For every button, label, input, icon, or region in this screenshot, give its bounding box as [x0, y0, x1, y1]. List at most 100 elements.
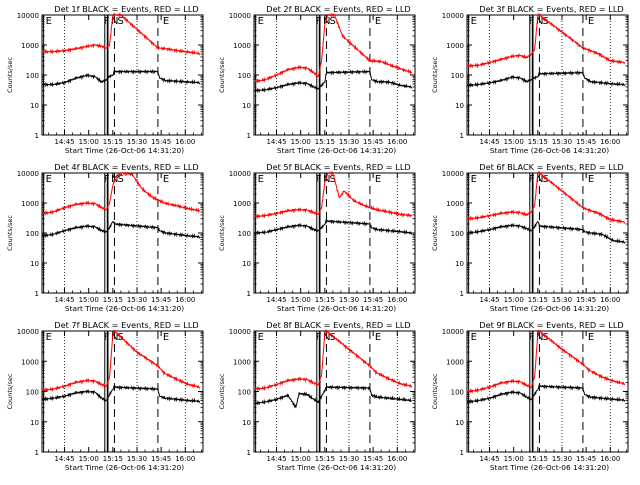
panel-det-9f: Det 9f BLACK = Events, RED = LLD Counts/s…: [431, 320, 629, 472]
y-tick-label: 10: [242, 260, 251, 268]
series-lld-line: [466, 329, 626, 394]
panel-title: Det 7f BLACK = Events, RED = LLD: [54, 320, 198, 330]
y-tick-label: 10000: [442, 12, 464, 20]
x-tick-label: 15:15: [103, 296, 123, 304]
x-tick-label: 14:45: [479, 455, 499, 463]
x-tick-label: 15:00: [291, 138, 311, 146]
x-tick-label: 15:00: [504, 296, 524, 304]
series-lld-line: [41, 12, 201, 56]
x-tick-label: 15:45: [363, 138, 383, 146]
y-tick-label: 100: [26, 230, 39, 238]
panel-det-5f: Det 5f BLACK = Events, RED = LLD Counts/s…: [218, 162, 416, 313]
x-tick-label: 16:00: [387, 138, 407, 146]
panel-det-7f: Det 7f BLACK = Events, RED = LLD Counts/s…: [6, 320, 204, 472]
x-tick-label: 15:15: [315, 296, 335, 304]
marker-label: E: [471, 174, 477, 185]
marker-label: S: [329, 16, 335, 27]
marker-label: S: [542, 332, 548, 343]
x-axis-label: Start Time (26-Oct-06 14:31:20): [65, 304, 184, 313]
y-axis-label: Counts/sec: [431, 373, 439, 409]
x-axis-label: Start Time (26-Oct-06 14:31:20): [277, 146, 396, 155]
y-tick-label: 1: [247, 449, 251, 457]
y-tick-label: 10000: [229, 170, 251, 178]
series-lld-line: [253, 170, 413, 220]
y-tick-label: 100: [451, 72, 464, 80]
x-tick-label: 15:15: [528, 455, 548, 463]
y-tick-label: 10: [30, 102, 39, 110]
marker-label: F: [529, 16, 535, 27]
y-tick-label: 1: [35, 132, 39, 140]
panel-title: Det 5f BLACK = Events, RED = LLD: [266, 162, 410, 172]
y-tick-label: 10: [455, 102, 464, 110]
x-tick-label: 15:30: [552, 296, 572, 304]
x-tick-label: 16:00: [175, 455, 195, 463]
x-tick-label: 14:45: [479, 296, 499, 304]
y-tick-label: 1000: [233, 42, 251, 50]
panel-title: Det 6f BLACK = Events, RED = LLD: [479, 162, 623, 172]
plot-frame: [41, 172, 204, 294]
marker-label: E: [375, 16, 381, 27]
marker-label: E: [258, 174, 264, 185]
x-tick-label: 14:45: [54, 455, 74, 463]
x-tick-label: 15:00: [504, 138, 524, 146]
y-tick-label: 10000: [17, 12, 39, 20]
series-lld-line: [253, 12, 413, 84]
y-tick-label: 10000: [442, 170, 464, 178]
panel-title: Det 8f BLACK = Events, RED = LLD: [266, 320, 410, 330]
marker-label: F: [104, 174, 110, 185]
x-tick-label: 16:00: [600, 455, 620, 463]
x-tick-label: 15:00: [79, 138, 99, 146]
x-tick-label: 15:30: [339, 455, 359, 463]
marker-label: E: [258, 332, 264, 343]
series-events-line: [253, 219, 413, 236]
y-tick-label: 1000: [446, 358, 464, 366]
x-tick-label: 15:15: [103, 455, 123, 463]
x-tick-label: 14:45: [54, 296, 74, 304]
series-lld-line: [466, 170, 626, 225]
series-events-line: [466, 384, 626, 405]
marker-label: E: [163, 174, 169, 185]
panel-det-3f: Det 3f BLACK = Events, RED = LLD Counts/s…: [431, 4, 629, 155]
marker-label: F: [104, 16, 110, 27]
x-tick-label: 15:45: [576, 138, 596, 146]
y-tick-label: 1: [35, 449, 39, 457]
marker-label: S: [542, 174, 548, 185]
y-tick-label: 1000: [21, 42, 39, 50]
series-events-line: [253, 68, 413, 94]
series-lld-line: [466, 12, 626, 69]
series-events-line: [253, 384, 413, 409]
series-lld-line: [253, 328, 413, 392]
x-tick-label: 15:45: [151, 296, 171, 304]
marker-label: F: [316, 174, 322, 185]
y-axis-label: Counts/sec: [218, 373, 226, 409]
panel-title: Det 3f BLACK = Events, RED = LLD: [479, 4, 623, 14]
panel-det-2f: Det 2f BLACK = Events, RED = LLD Counts/s…: [218, 4, 416, 155]
x-axis-label: Start Time (26-Oct-06 14:31:20): [65, 463, 184, 472]
y-tick-label: 1000: [446, 42, 464, 50]
marker-label: E: [588, 174, 594, 185]
y-tick-label: 1: [460, 132, 464, 140]
y-tick-label: 1: [247, 290, 251, 298]
marker-label: E: [163, 332, 169, 343]
plot-frame: [41, 330, 204, 453]
x-tick-label: 15:15: [315, 455, 335, 463]
marker-label: E: [375, 174, 381, 185]
x-tick-label: 15:00: [291, 296, 311, 304]
y-tick-label: 100: [238, 72, 251, 80]
marker-label: F: [529, 174, 535, 185]
panel-title: Det 9f BLACK = Events, RED = LLD: [479, 320, 623, 330]
x-tick-label: 15:30: [552, 138, 572, 146]
x-tick-label: 15:15: [103, 138, 123, 146]
plot-frame: [41, 14, 204, 136]
y-tick-label: 1000: [21, 358, 39, 366]
x-tick-label: 15:00: [291, 455, 311, 463]
x-tick-label: 15:30: [339, 296, 359, 304]
x-tick-label: 15:30: [127, 296, 147, 304]
y-tick-label: 1: [247, 132, 251, 140]
series-events-line: [466, 69, 626, 88]
marker-label: F: [104, 332, 110, 343]
x-axis-label: Start Time (26-Oct-06 14:31:20): [277, 304, 396, 313]
plot-frame: [466, 14, 629, 136]
marker-label: F: [316, 332, 322, 343]
